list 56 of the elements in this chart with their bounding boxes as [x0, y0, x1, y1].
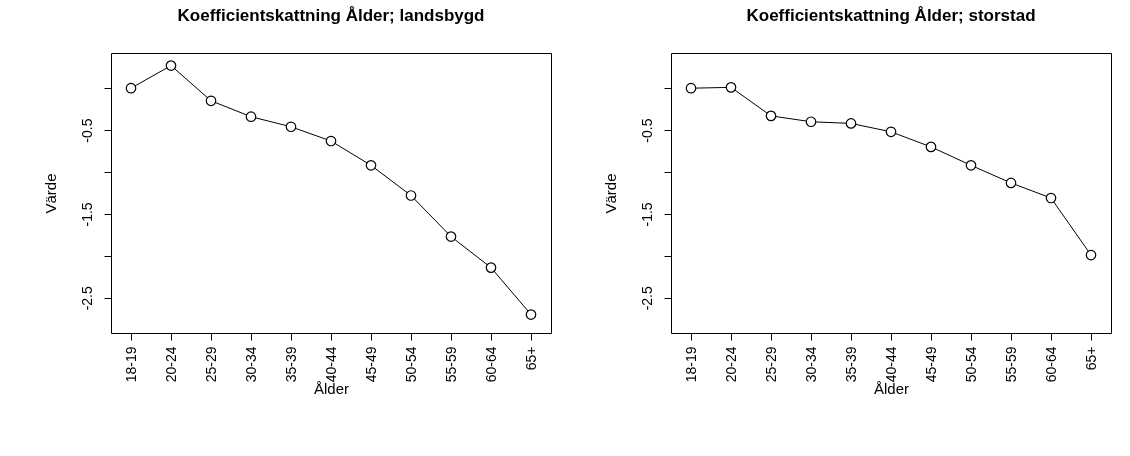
- point: [365, 160, 377, 171]
- x-tick-label: 20-24: [162, 346, 179, 383]
- x-tick-label: 60-64: [1042, 346, 1059, 383]
- point: [325, 135, 337, 147]
- x-tick-label: 25-29: [202, 346, 219, 383]
- chart-title: Koefficientskattning Ålder; landsbygd: [177, 6, 485, 25]
- y-tick-label: -2.5: [638, 286, 655, 311]
- y-tick-label: -0.5: [638, 118, 655, 143]
- x-tick-label: 35-39: [842, 346, 859, 383]
- x-tick-label: 20-24: [722, 346, 739, 383]
- chart-title: Koefficientskattning Ålder; storstad: [746, 6, 1036, 25]
- point: [165, 60, 177, 71]
- x-axis-title: Ålder: [313, 380, 350, 398]
- x-tick-label: 18-19: [122, 346, 139, 383]
- point: [885, 126, 897, 138]
- point: [845, 118, 857, 129]
- x-tick-label: 50-54: [402, 346, 419, 383]
- x-tick-label: 45-49: [362, 346, 379, 383]
- x-tick-label: 60-64: [482, 346, 499, 383]
- x-tick-label: 30-34: [242, 346, 259, 383]
- point: [525, 309, 537, 320]
- x-tick-label: 40-44: [882, 346, 899, 383]
- x-tick-label: 30-34: [802, 346, 819, 383]
- x-tick-label: 55-59: [1002, 346, 1019, 383]
- point: [765, 110, 777, 122]
- point: [685, 82, 697, 94]
- point: [245, 111, 257, 123]
- y-tick-label: -1.5: [78, 202, 95, 227]
- point: [485, 262, 497, 273]
- x-axis-title: Ålder: [873, 380, 910, 398]
- point: [925, 141, 937, 153]
- point: [725, 82, 737, 93]
- point: [965, 160, 977, 171]
- x-tick-label: 50-54: [962, 346, 979, 383]
- y-tick-label: -1.5: [638, 202, 655, 227]
- point: [1085, 249, 1097, 261]
- x-tick-label: 65+: [1082, 346, 1099, 371]
- x-tick-label: 55-59: [442, 346, 459, 383]
- x-tick-label: 45-49: [922, 346, 939, 383]
- point: [445, 231, 457, 242]
- point: [125, 82, 137, 94]
- y-axis-title: Värde: [601, 173, 619, 214]
- point: [285, 121, 297, 133]
- x-tick-label: 65+: [522, 346, 539, 371]
- y-tick-label: -2.5: [78, 286, 95, 311]
- point: [1045, 192, 1057, 204]
- point: [1005, 177, 1017, 189]
- x-tick-label: 18-19: [682, 346, 699, 383]
- y-axis-title: Värde: [41, 173, 59, 214]
- point: [805, 116, 817, 128]
- point: [205, 95, 217, 107]
- x-tick-label: 35-39: [282, 346, 299, 383]
- x-tick-label: 40-44: [322, 346, 339, 383]
- y-tick-label: -0.5: [78, 118, 95, 143]
- point: [405, 190, 417, 201]
- x-tick-label: 25-29: [762, 346, 779, 383]
